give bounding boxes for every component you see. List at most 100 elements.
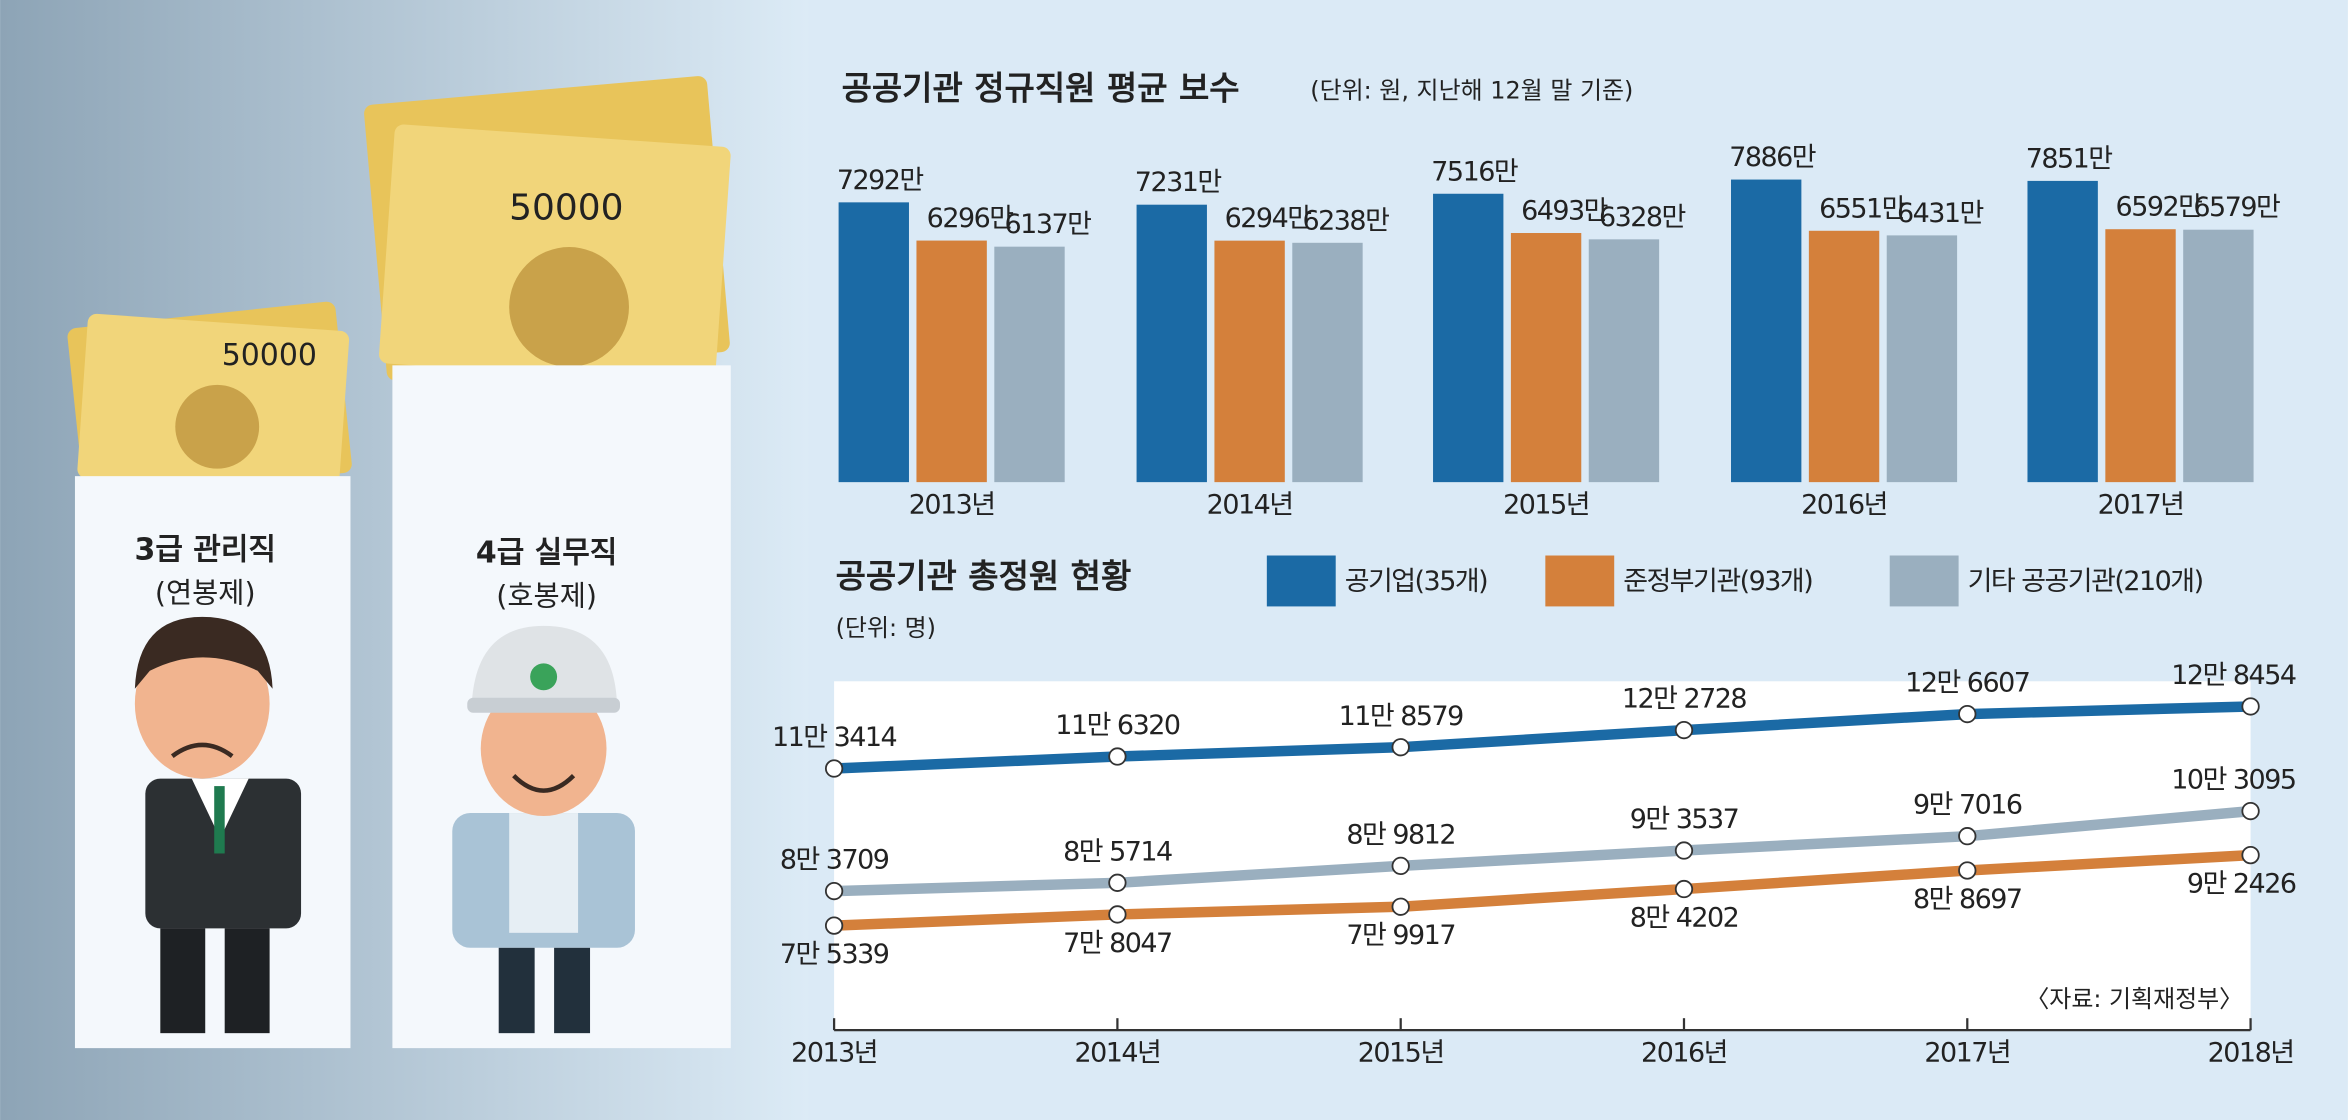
- value-label: 7851만: [2026, 143, 2113, 174]
- line: [833, 701, 2251, 774]
- value-label: 9만 7016: [1913, 790, 2022, 821]
- value-label: 12만 8454: [2171, 660, 2296, 691]
- point: [1108, 873, 1127, 892]
- figure-subtitle: (호봉제): [496, 579, 597, 612]
- figure-title: 3급 관리직: [135, 533, 276, 568]
- bar: [1588, 239, 1660, 483]
- legend-label: 공기업(35개): [1345, 566, 1487, 597]
- bar: [2105, 229, 2176, 483]
- value-label: 6238만: [1303, 205, 1390, 236]
- bar: [838, 202, 909, 483]
- chart-title: 공공기관 정규직원 평균 보수: [842, 68, 1240, 107]
- money-left: 50000: [67, 301, 352, 500]
- value-label: 8만 8697: [1913, 884, 2022, 915]
- figure-subtitle: (연봉제): [155, 576, 256, 609]
- line: [833, 805, 2252, 897]
- value-label: 8만 3709: [780, 845, 889, 876]
- bar: [1886, 235, 1958, 483]
- manager-figure: [134, 616, 302, 1034]
- chart-subtitle: (단위: 명): [836, 614, 936, 642]
- point: [1391, 897, 1410, 916]
- bar: [1731, 179, 1802, 483]
- point: [2241, 801, 2260, 821]
- bar: [994, 246, 1065, 483]
- bar: [1292, 242, 1363, 483]
- bar: [916, 240, 987, 483]
- value-label: 7만 8047: [1063, 928, 1172, 959]
- bar: [2183, 229, 2254, 483]
- x-tick-label: 2013년: [909, 490, 995, 521]
- legend-swatch: [1266, 555, 1336, 607]
- chart-subtitle: (단위: 원, 지난해 12월 말 기준): [1310, 76, 1633, 104]
- figure-title: 4급 실무직: [476, 536, 617, 571]
- point: [1108, 747, 1127, 766]
- svg-text:50000: 50000: [509, 188, 623, 229]
- point: [1674, 879, 1694, 899]
- value-label: 11만 8579: [1339, 701, 1464, 732]
- point: [1958, 861, 1977, 880]
- point: [824, 881, 844, 901]
- point: [1958, 704, 1977, 724]
- value-label: 10만 3095: [2171, 765, 2295, 796]
- value-label: 8만 5714: [1063, 836, 1172, 867]
- value-label: 6431만: [1897, 198, 1984, 229]
- x-tick-label: 2017년: [1924, 1038, 2010, 1069]
- svg-text:50000: 50000: [222, 338, 317, 373]
- point: [1958, 827, 1977, 846]
- value-label: 6579만: [2193, 192, 2280, 223]
- x-tick-label: 2015년: [1503, 490, 1589, 521]
- value-label: 7만 5339: [780, 939, 889, 970]
- value-label: 12만 6607: [1905, 668, 2029, 699]
- line: [833, 849, 2251, 931]
- legend-swatch: [1545, 555, 1615, 607]
- bar: [1510, 233, 1582, 483]
- value-label: 7516만: [1431, 156, 1518, 187]
- value-label: 6328만: [1599, 202, 1686, 233]
- value-label: 6592만: [2116, 192, 2203, 223]
- value-label: 8만 4202: [1630, 902, 1739, 933]
- value-label: 7231만: [1135, 167, 1222, 198]
- chart-title: 공공기관 총정원 현황: [836, 556, 1132, 595]
- x-tick-label: 2014년: [1207, 490, 1293, 521]
- x-tick-label: 2018년: [2208, 1038, 2294, 1069]
- value-label: 7만 9917: [1346, 920, 1455, 951]
- value-label: 9만 3537: [1630, 804, 1739, 835]
- value-label: 7292만: [837, 165, 924, 196]
- legend-label: 준정부기관(93개): [1623, 566, 1812, 597]
- bar: [1433, 193, 1504, 483]
- value-label: 6294만: [1225, 203, 1312, 234]
- value-label: 11만 3414: [772, 722, 897, 753]
- value-label: 6551만: [1819, 193, 1906, 224]
- x-tick-label: 2013년: [791, 1038, 877, 1069]
- x-tick-label: 2017년: [2098, 490, 2184, 521]
- x-tick-label: 2014년: [1074, 1038, 1160, 1069]
- value-label: 8만 9812: [1346, 819, 1455, 850]
- value-label: 7886만: [1729, 142, 1816, 173]
- x-tick-label: 2016년: [1801, 490, 1887, 521]
- point: [1674, 720, 1694, 740]
- bar: [1808, 230, 1880, 483]
- source: 〈자료: 기획재정부〉: [2025, 985, 2243, 1013]
- point: [1391, 856, 1410, 876]
- legend-label: 기타 공공기관(210개): [1968, 566, 2203, 597]
- value-label: 6296만: [927, 203, 1014, 234]
- value-label: 6137만: [1005, 209, 1092, 240]
- point: [1108, 905, 1127, 924]
- value-label: 6493만: [1521, 196, 1608, 227]
- point: [2241, 845, 2260, 865]
- money-right: 50000: [364, 76, 731, 386]
- point: [824, 916, 844, 935]
- legend-swatch: [1889, 555, 1959, 607]
- value-label: 9만 2426: [2187, 869, 2296, 900]
- worker-figure: [452, 625, 635, 1034]
- value-label: 12만 2728: [1622, 684, 1747, 715]
- point: [1674, 841, 1694, 860]
- bar: [1136, 204, 1207, 483]
- bar: [2027, 180, 2098, 483]
- bar: [1214, 240, 1285, 483]
- value-label: 11만 6320: [1055, 710, 1180, 741]
- point: [1391, 738, 1410, 757]
- point: [2241, 697, 2260, 716]
